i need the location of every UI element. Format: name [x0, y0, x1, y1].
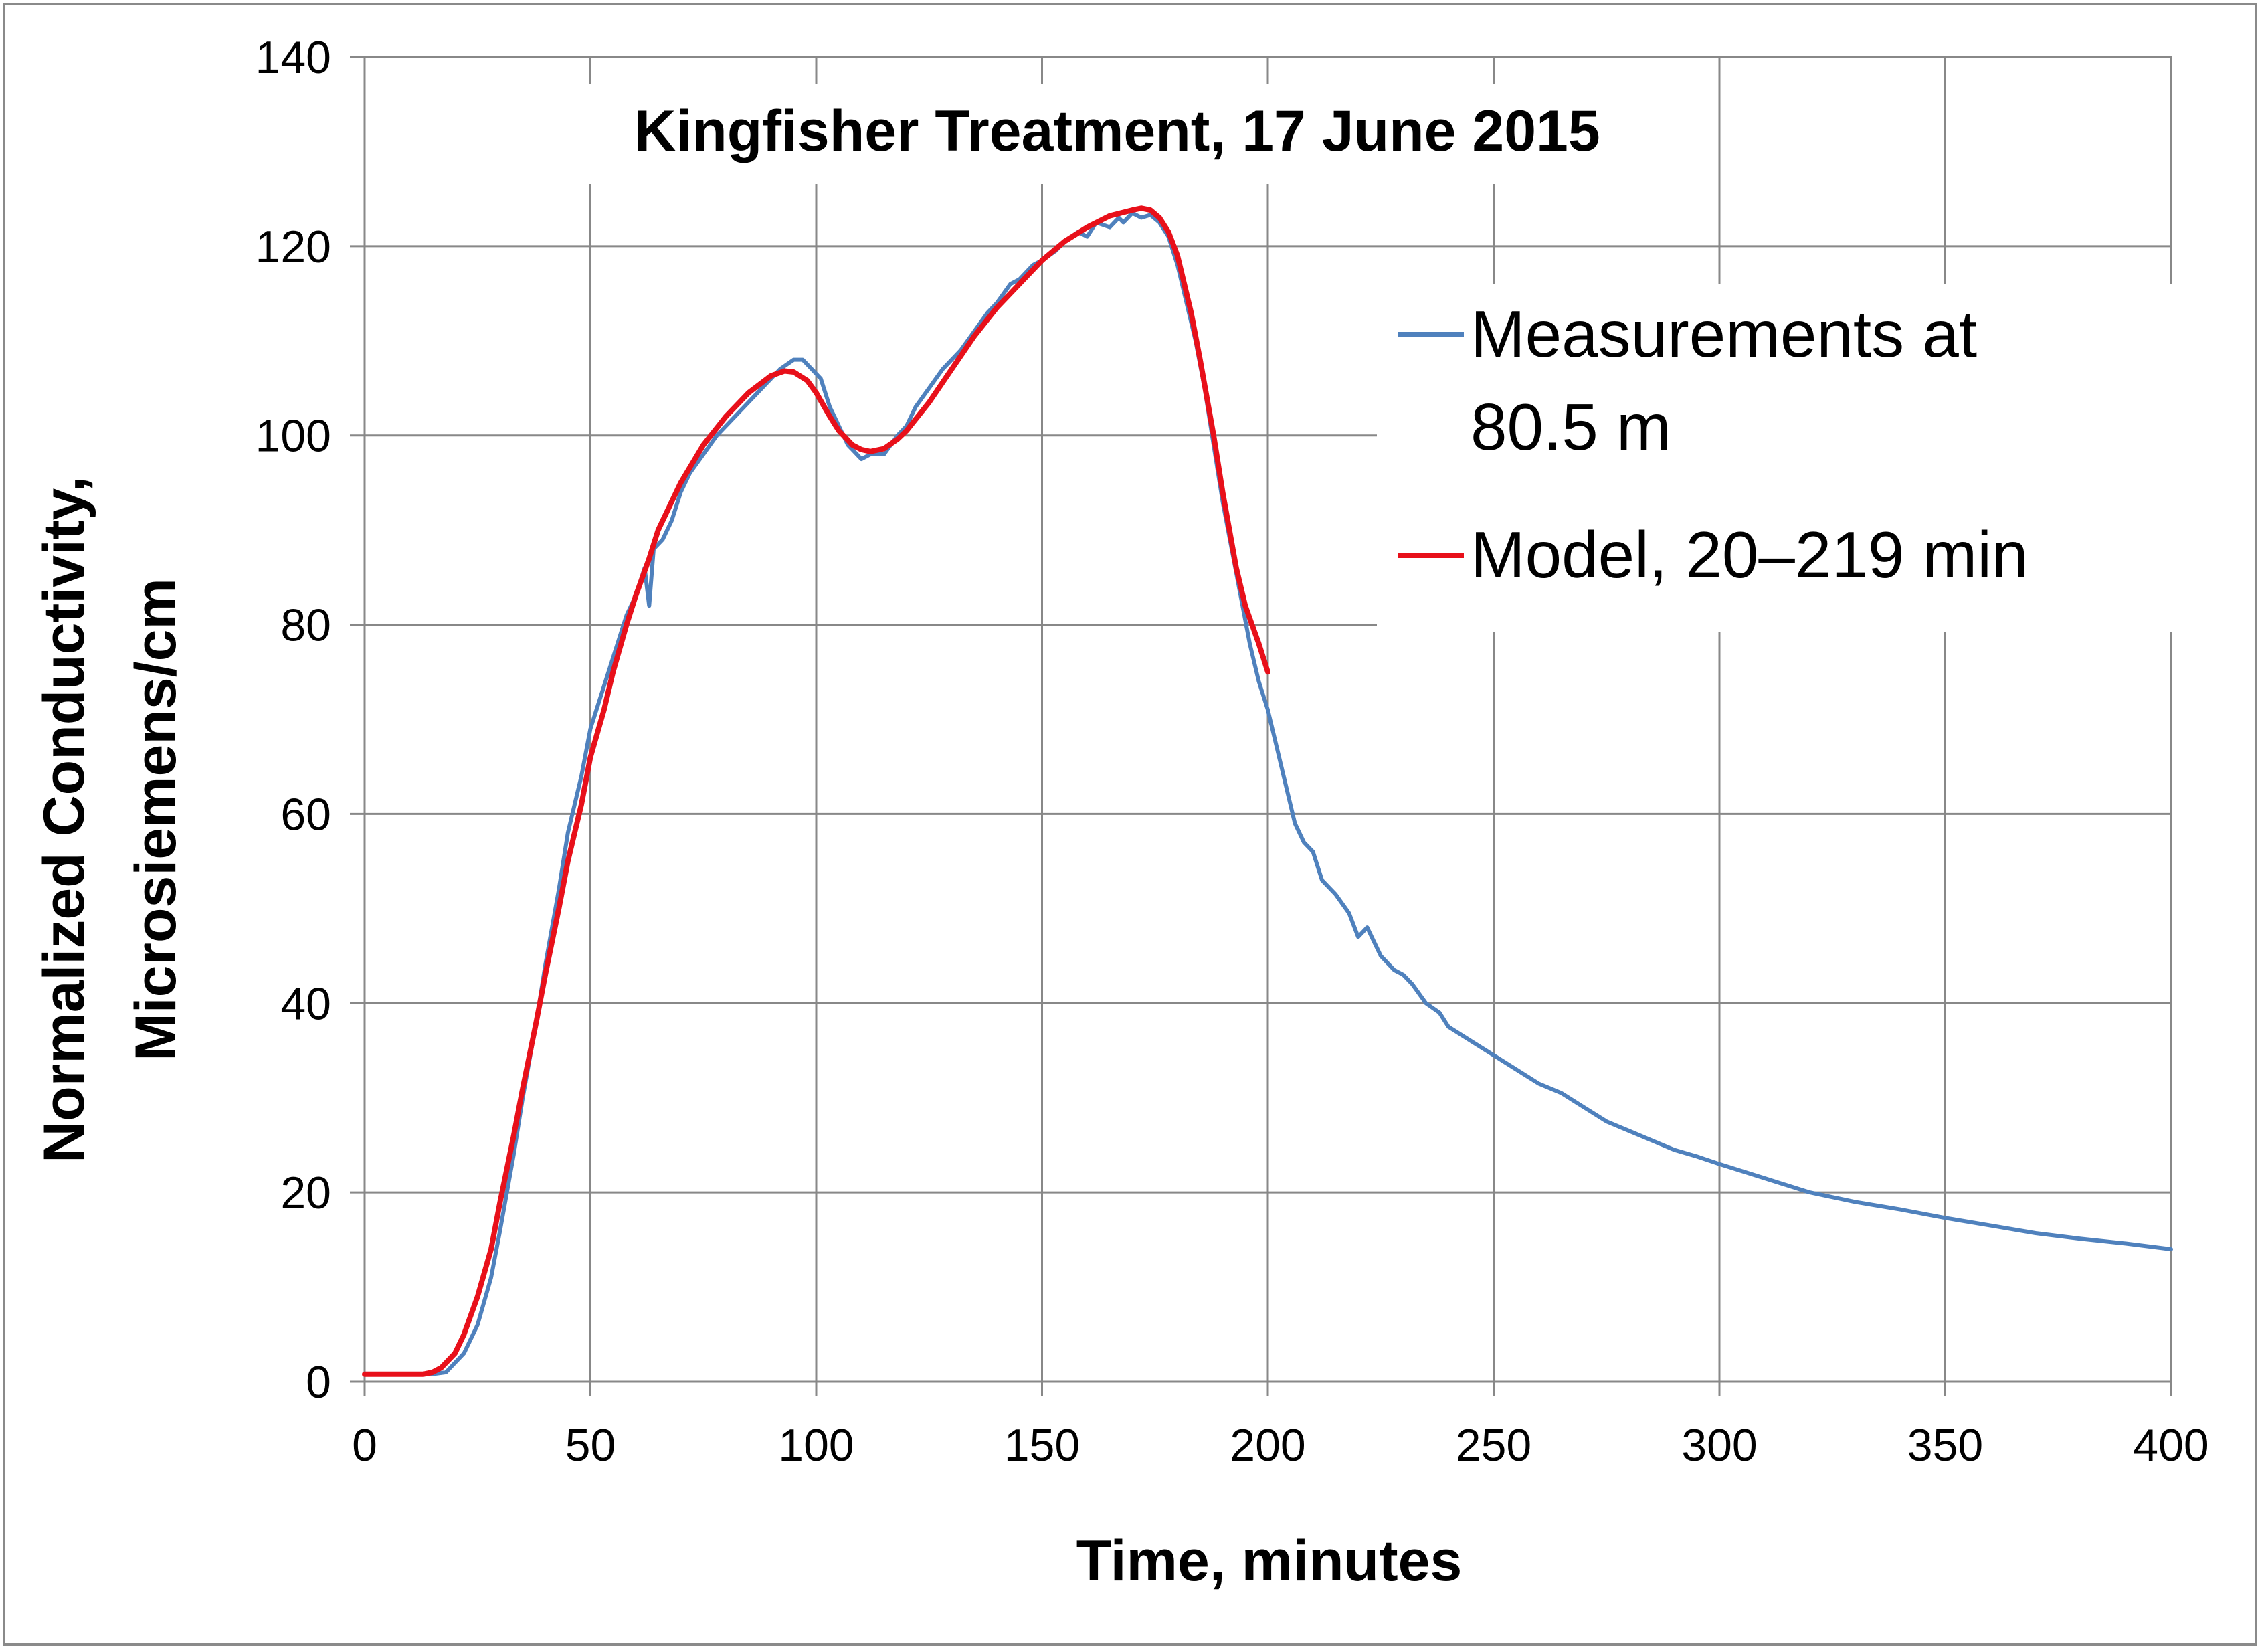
y-tick-label: 0	[306, 1357, 331, 1408]
y-axis-title-line-2: Microsiemens/cm	[124, 578, 188, 1061]
x-tick-label: 100	[778, 1420, 854, 1471]
y-tick-label: 20	[280, 1168, 331, 1218]
axes: 0 50 100 150 200 250 300 350 400 0 20 40 60 80 100 120 1…	[256, 32, 2209, 1471]
x-axis-title: Time, minutes	[1076, 1529, 1463, 1593]
legend-label-measurements-line-1: Measurements at	[1471, 297, 1977, 371]
x-tick-label: 200	[1230, 1420, 1305, 1471]
y-tick-label: 60	[280, 789, 331, 840]
x-tick-label: 250	[1456, 1420, 1531, 1471]
legend-background	[1377, 284, 2180, 632]
legend-label-model: Model, 20–219 min	[1471, 518, 2029, 591]
x-tick-label: 150	[1004, 1420, 1080, 1471]
x-tick-label: 0	[352, 1420, 377, 1471]
legend-label-measurements-line-2: 80.5 m	[1471, 390, 1671, 464]
x-tick-label: 50	[565, 1420, 616, 1471]
y-tick-label: 100	[256, 411, 331, 462]
y-tick-label: 140	[256, 32, 331, 83]
series-line-model	[362, 205, 1270, 1377]
chart-title: Kingfisher Treatment, 17 June 2015	[634, 99, 1600, 163]
x-tick-label: 350	[1907, 1420, 1983, 1471]
y-axis-title-line-1: Normalized Conductivity,	[32, 476, 96, 1163]
chart-border	[3, 3, 2257, 1646]
y-tick-label: 120	[256, 221, 331, 272]
x-tick-label: 300	[1681, 1420, 1757, 1471]
y-tick-label: 80	[280, 600, 331, 651]
title-background	[515, 84, 1699, 184]
legend: Measurements at 80.5 m Model, 20–219 min	[1398, 297, 2029, 591]
series-lines	[362, 205, 2173, 1377]
y-tick-label: 40	[280, 978, 331, 1029]
x-tick-label: 400	[2133, 1420, 2208, 1471]
